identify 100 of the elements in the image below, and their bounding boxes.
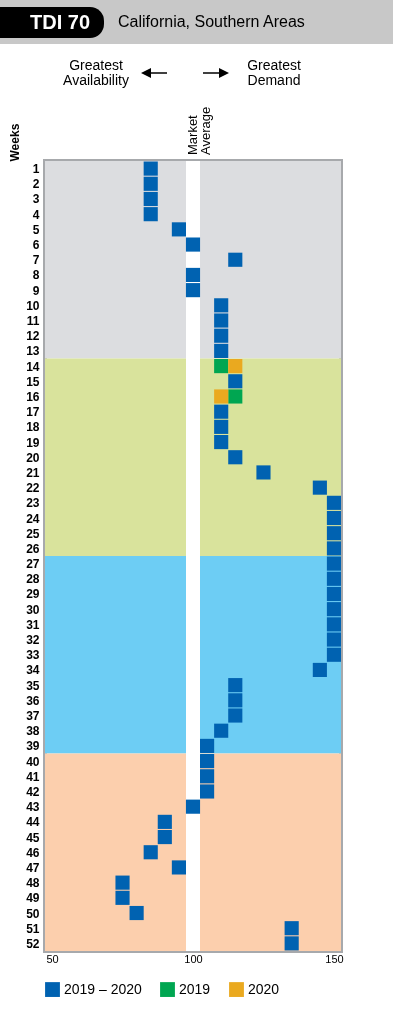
y-tick-label: 17 — [26, 405, 40, 420]
point — [228, 359, 243, 374]
point — [185, 237, 201, 252]
y-tick-label: 45 — [26, 830, 40, 845]
point — [228, 678, 243, 693]
point — [214, 298, 229, 313]
y-tick-label: 5 — [32, 222, 40, 237]
point — [200, 754, 215, 769]
point — [284, 921, 299, 936]
y-tick-label: 27 — [26, 557, 40, 572]
y-tick-label: 34 — [26, 663, 40, 678]
point — [129, 905, 144, 921]
point — [326, 647, 342, 662]
point — [171, 222, 186, 237]
point — [185, 283, 201, 298]
y-tick-label: 22 — [26, 481, 40, 496]
point — [171, 860, 186, 875]
y-tick-label: 28 — [26, 572, 40, 587]
point — [326, 632, 342, 647]
point — [157, 829, 172, 845]
point — [326, 526, 342, 541]
point — [157, 814, 172, 829]
text: Greatest Demand — [246, 57, 302, 88]
point — [185, 267, 201, 283]
y-tick-label: 20 — [26, 450, 40, 465]
x-tick-label: 150 — [325, 952, 344, 965]
y-tick-label: 7 — [32, 253, 40, 268]
point — [214, 359, 229, 374]
y-tick-label: 31 — [26, 617, 40, 632]
x-tick-label: 50 — [46, 952, 59, 965]
point — [312, 480, 327, 495]
point — [326, 510, 342, 526]
y-tick-label: 11 — [26, 314, 40, 329]
y-tick-label: 9 — [32, 283, 40, 298]
point — [326, 541, 342, 556]
y-tick-label: 19 — [26, 435, 40, 450]
point — [214, 419, 229, 434]
point — [326, 556, 342, 571]
point — [143, 845, 158, 860]
y-tick-label: 48 — [26, 876, 40, 891]
point — [228, 389, 243, 404]
y-tick-label: 51 — [26, 921, 40, 936]
point — [214, 723, 229, 738]
y-tick-label: 43 — [26, 800, 40, 815]
y-tick-label: 32 — [26, 633, 40, 648]
y-tick-label: 49 — [26, 891, 40, 906]
y-tick-label: 6 — [32, 238, 40, 253]
point — [200, 784, 215, 799]
y-tick-label: 25 — [26, 526, 40, 541]
y-tick-label: 35 — [26, 678, 40, 693]
y-tick-label: 24 — [26, 511, 40, 526]
legend-label: 2020 — [248, 980, 280, 997]
point — [143, 176, 158, 191]
y-tick-label: 50 — [26, 906, 40, 921]
legend-label: 2019 – 2020 — [64, 980, 143, 997]
y-tick-label: 23 — [26, 496, 40, 511]
point — [326, 602, 342, 617]
point — [312, 662, 327, 678]
chart-subtitle: California, Southern Areas — [118, 13, 305, 31]
y-tick-label: 26 — [26, 541, 40, 556]
point — [228, 450, 243, 465]
y-tick-label: 2 — [32, 177, 40, 192]
y-tick-label: 44 — [26, 815, 40, 830]
y-tick-label: 37 — [26, 709, 40, 724]
y-tick-label: 8 — [32, 268, 40, 283]
y-tick-label: 16 — [26, 389, 40, 404]
point — [200, 738, 215, 753]
point — [326, 571, 342, 586]
point — [228, 708, 243, 723]
y-tick-label: 10 — [26, 298, 40, 313]
y-tick-label: 15 — [26, 374, 40, 389]
y-tick-label: 14 — [26, 359, 40, 374]
y-tick-label: 36 — [26, 693, 40, 708]
point — [326, 495, 342, 510]
point — [200, 769, 215, 784]
point — [115, 890, 130, 905]
point — [214, 434, 229, 450]
y-tick-label: 39 — [26, 739, 40, 754]
point — [228, 693, 243, 708]
y-tick-label: 1 — [32, 162, 40, 177]
y-tick-label: 29 — [26, 587, 40, 602]
point — [214, 343, 229, 358]
point — [326, 586, 342, 602]
y-tick-label: 46 — [26, 845, 40, 860]
y-tick-label: 12 — [26, 329, 40, 344]
x-tick-label: 100 — [184, 952, 203, 965]
y-tick-label: 42 — [26, 784, 40, 799]
ref-line-label: Market Average — [185, 106, 213, 155]
y-tick-label: 3 — [32, 192, 40, 207]
y-tick-label: 30 — [26, 602, 40, 617]
point — [214, 404, 229, 419]
y-tick-label: 13 — [26, 344, 40, 359]
point — [115, 875, 130, 890]
y-tick-label: 52 — [26, 936, 40, 951]
point — [284, 936, 299, 951]
point — [214, 328, 229, 343]
point — [185, 799, 201, 814]
point — [143, 161, 158, 176]
y-tick-label: 47 — [26, 860, 40, 875]
y-tick-label: 40 — [26, 754, 40, 769]
